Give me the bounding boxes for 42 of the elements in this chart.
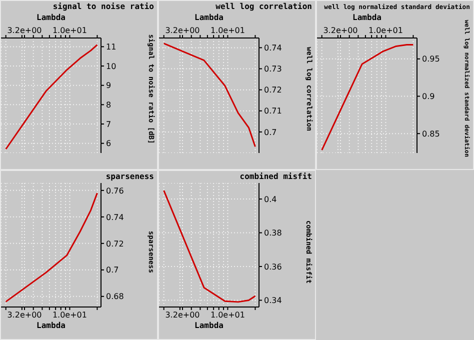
y-tick-label: 0.95 <box>422 54 440 64</box>
y-tick-label: 6 <box>106 139 112 148</box>
y-tick-label: 0.72 <box>264 86 282 95</box>
y-tick-label: 0.36 <box>264 262 282 272</box>
x-tick-label: 3.2e+00 <box>7 310 42 320</box>
y-tick-label: 0.76 <box>106 186 124 196</box>
y-tick-label: 0.74 <box>264 44 282 53</box>
x-tick-label: 1.0e+01 <box>210 310 245 320</box>
x-axis-title: Lambda <box>36 321 66 332</box>
x-tick-label: 3.2e+00 <box>323 26 358 35</box>
y-tick-label: 0.85 <box>422 129 440 138</box>
text: combined misfit <box>238 171 313 183</box>
x-tick-label: 3.2e+00 <box>7 26 42 35</box>
x-axis-title: Lambda <box>194 13 224 24</box>
y-tick-label: 0.9 <box>422 92 435 102</box>
y-tick-label: 0.74 <box>106 212 124 222</box>
x-tick-label: 3.2e+00 <box>165 310 200 320</box>
x-tick-label: 1.0e+01 <box>210 26 245 35</box>
y-tick-label: 0.7 <box>106 266 119 275</box>
x-tick-label: 1.0e+01 <box>52 310 87 320</box>
x-tick-label: 1.0e+01 <box>368 26 403 35</box>
x-axis-title: Lambda <box>352 13 382 24</box>
y-tick-label: 0.71 <box>264 106 282 116</box>
y-tick-label: 0.68 <box>106 292 124 302</box>
x-tick-label: 1.0e+01 <box>52 26 87 35</box>
y-tick-label: 8 <box>106 100 112 110</box>
y-tick-label: 0.4 <box>264 194 277 204</box>
text: sparseness <box>104 171 155 183</box>
x-axis-title: Lambda <box>194 321 224 332</box>
y-tick-label: 7 <box>106 120 112 129</box>
y-tick-label: 10 <box>106 62 116 71</box>
y-tick-label: 9 <box>106 81 112 90</box>
chart-title: well log correlation <box>214 1 313 13</box>
y-tick-label: 11 <box>106 42 116 52</box>
y-tick-label: 0.38 <box>264 228 282 238</box>
y-tick-label: 0.73 <box>264 64 282 74</box>
chart-title: signal to noise ratio <box>52 1 155 13</box>
x-axis-title: Lambda <box>36 13 66 24</box>
y-tick-label: 0.34 <box>264 296 282 306</box>
y-tick-label: 0.72 <box>106 239 124 248</box>
x-tick-label: 3.2e+00 <box>165 26 200 35</box>
y-tick-label: 0.7 <box>264 128 277 137</box>
